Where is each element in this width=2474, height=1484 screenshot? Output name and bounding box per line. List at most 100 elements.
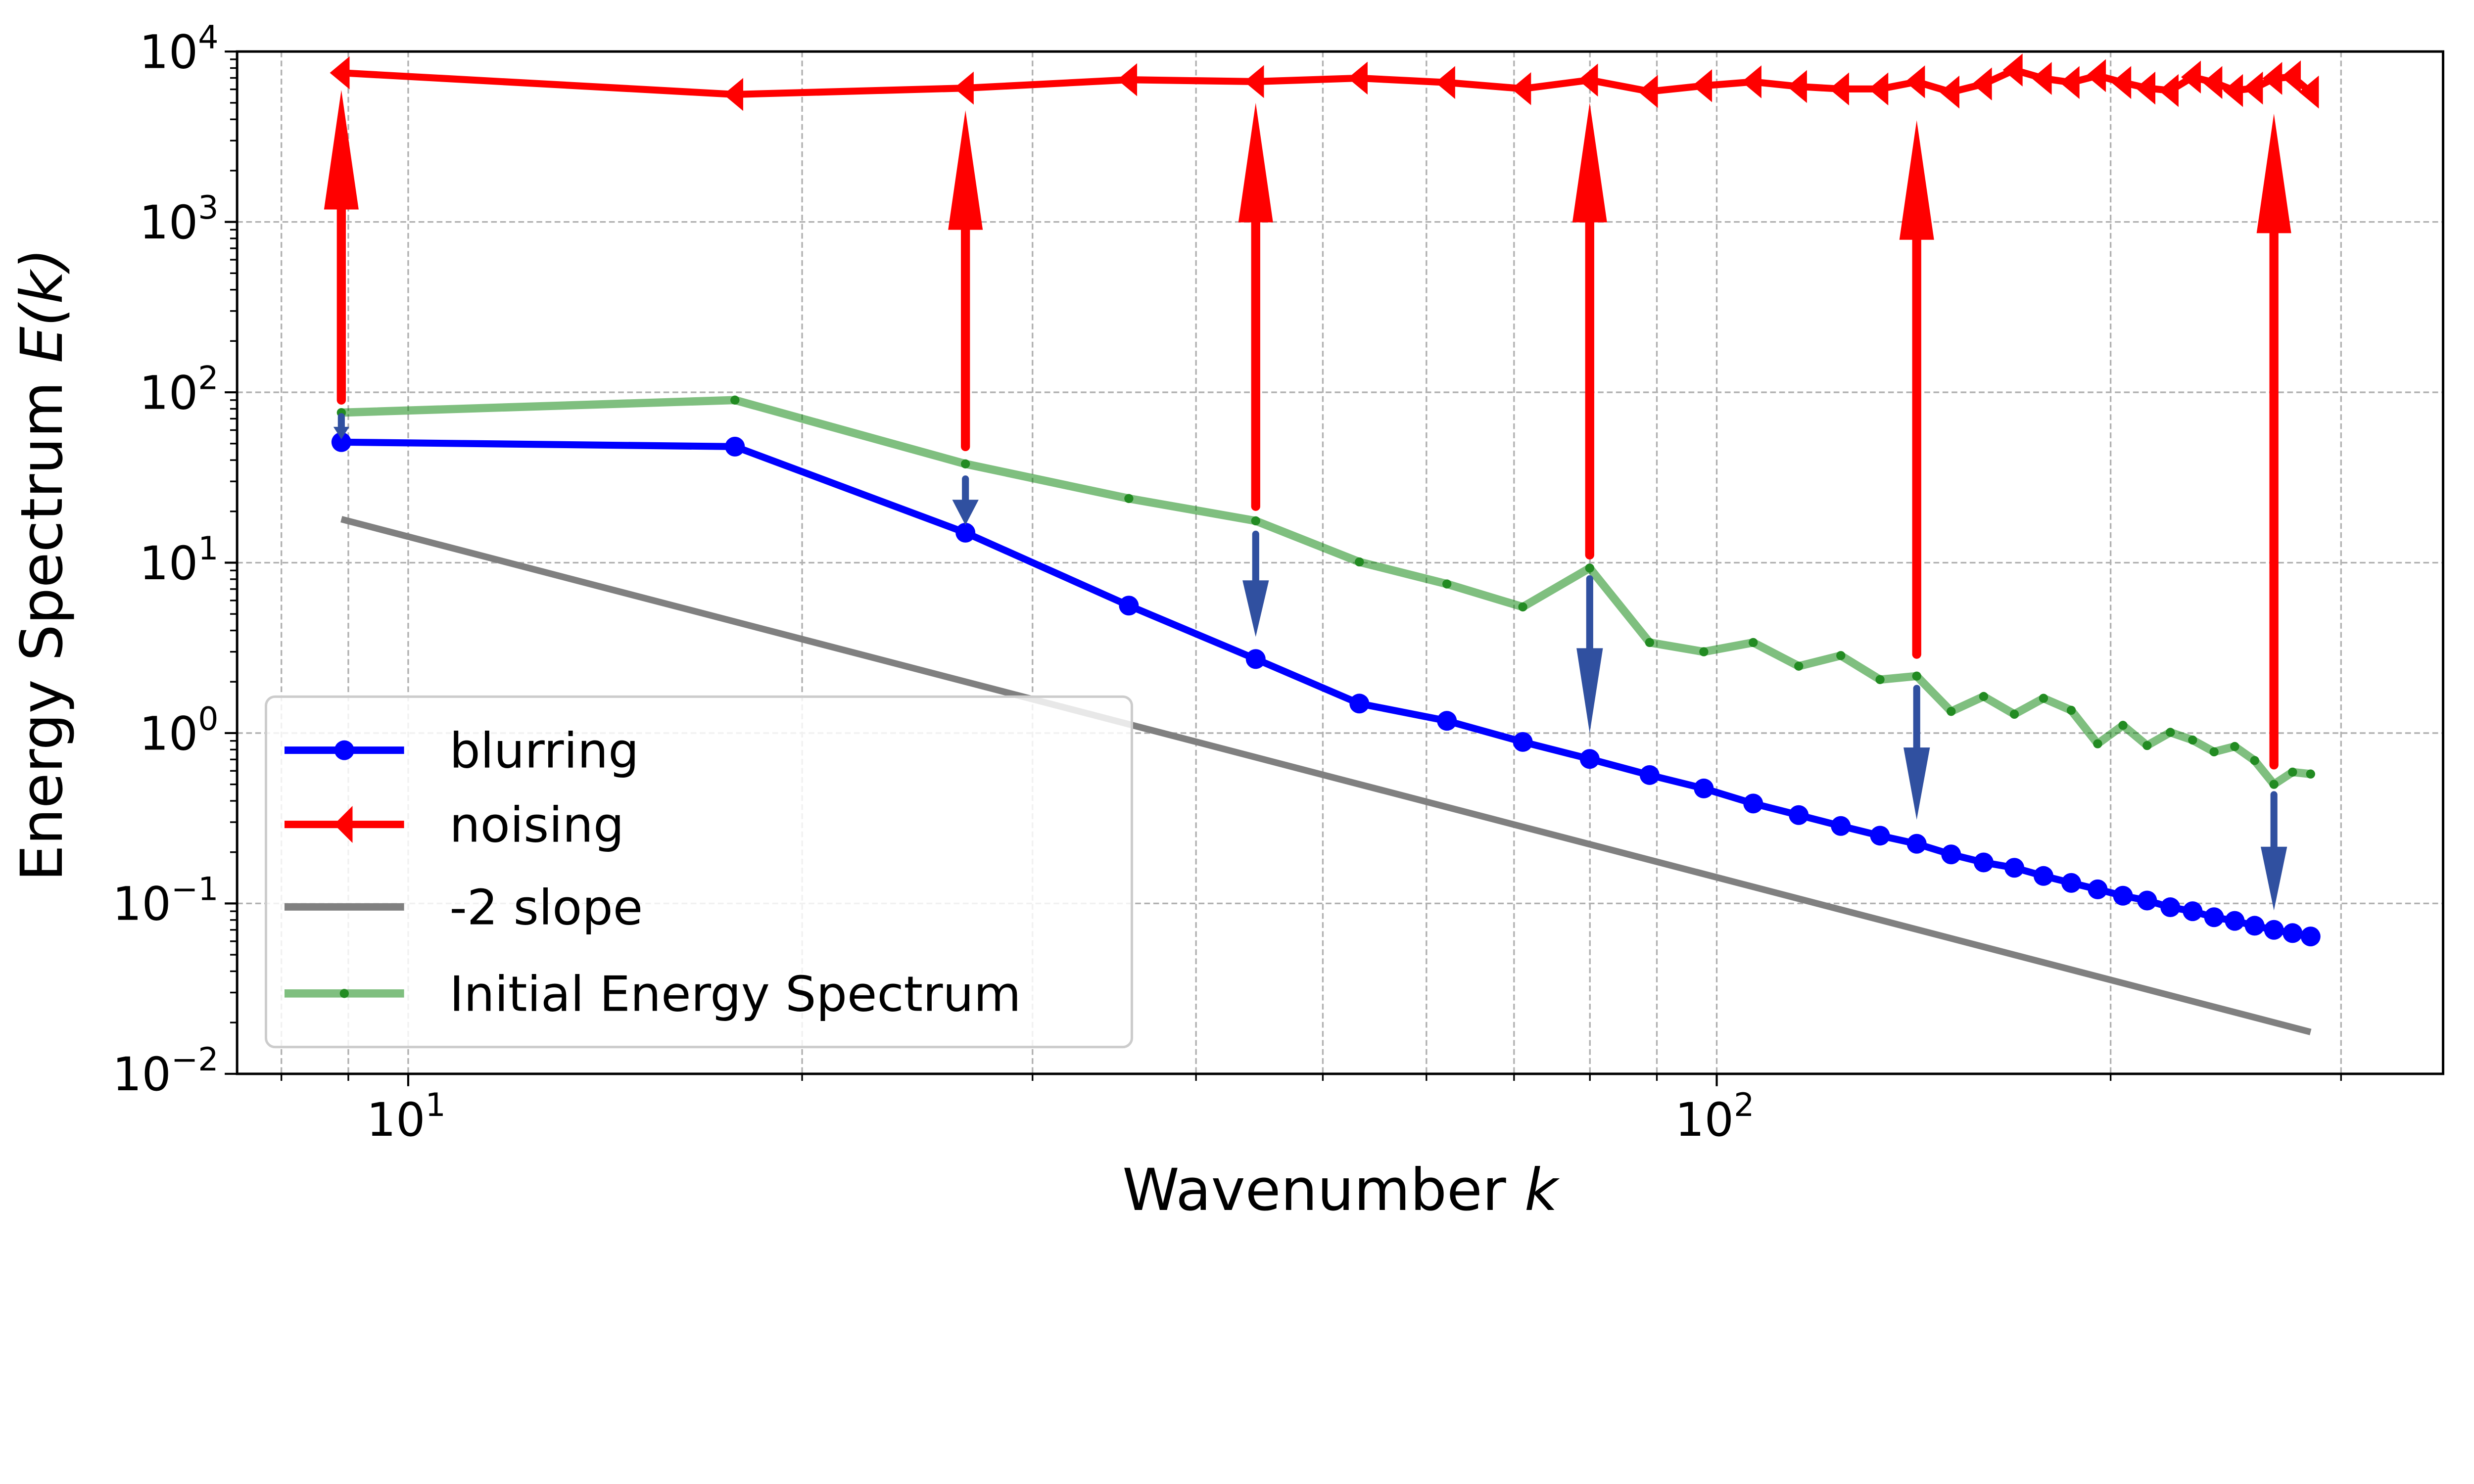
point-initial	[2142, 741, 2152, 750]
point-initial	[1979, 692, 1989, 701]
point-initial	[2269, 780, 2279, 789]
point-blurring	[1349, 694, 1370, 714]
point-initial	[1518, 602, 1527, 612]
y-tick-label: 10−1	[112, 871, 219, 931]
y-axis-label: Energy Spectrum E(k)	[8, 248, 76, 881]
arrow-annotations	[324, 90, 2291, 911]
point-blurring	[1119, 596, 1139, 616]
point-noising	[2032, 62, 2052, 95]
blurring-arrow	[1576, 575, 1603, 733]
tick-exponent: 4	[198, 19, 218, 56]
blurring-arrow-head	[1242, 580, 1269, 637]
point-blurring	[2244, 916, 2265, 936]
point-initial	[2306, 769, 2315, 779]
legend: blurring noising -2 slope Initial Energy…	[264, 695, 1133, 1049]
point-initial	[1749, 638, 1758, 648]
tick-base: 10	[140, 707, 198, 761]
blurring-arrow-head	[952, 500, 979, 525]
noising-arrow	[1238, 102, 1273, 511]
point-noising	[1117, 63, 1138, 96]
point-blurring	[1437, 711, 1457, 731]
point-blurring	[2033, 866, 2053, 886]
point-initial	[1912, 671, 1921, 681]
tick-exponent: 1	[426, 1087, 446, 1124]
noising-arrow	[1899, 120, 1934, 659]
point-blurring	[1694, 778, 1714, 798]
point-noising	[1347, 61, 1368, 95]
y-tick-label: 103	[140, 189, 219, 250]
point-initial	[2230, 742, 2239, 751]
point-noising	[1787, 70, 1807, 103]
noising-arrow-head	[1572, 102, 1607, 223]
point-blurring	[1579, 749, 1600, 769]
point-blurring	[2300, 927, 2321, 947]
point-initial	[2166, 728, 2175, 737]
noising-arrow	[948, 110, 983, 452]
point-blurring	[331, 432, 351, 452]
point-blurring	[2283, 923, 2303, 943]
tick-exponent: −2	[171, 1041, 219, 1078]
point-blurring	[2183, 901, 2203, 922]
background	[0, 0, 2474, 1237]
point-blurring	[1245, 649, 1266, 669]
legend-label-noising: noising	[449, 797, 624, 854]
series-line-slope	[340, 516, 2312, 1035]
tick-base: 10	[1675, 1093, 1734, 1147]
noising-arrow-head	[948, 110, 983, 230]
point-initial	[2250, 756, 2259, 765]
legend-entry-noising: noising	[285, 797, 624, 854]
legend-label-initial: Initial Energy Spectrum	[449, 966, 1021, 1022]
point-blurring	[1513, 732, 1533, 752]
point-noising	[2002, 53, 2023, 87]
point-initial	[1875, 675, 1885, 685]
point-noising	[723, 78, 743, 111]
point-blurring	[1941, 844, 1961, 865]
y-tick-label: 102	[140, 360, 219, 420]
point-noising	[1939, 75, 1959, 109]
point-blurring	[1906, 834, 1927, 854]
x-axis-label-text: Wavenumber	[1122, 1157, 1506, 1224]
point-initial	[1251, 516, 1260, 526]
point-initial	[1442, 579, 1452, 589]
blurring-arrow-head	[2260, 846, 2287, 911]
blurring-arrow-head	[333, 426, 349, 440]
point-initial	[1947, 706, 1956, 716]
point-blurring	[2088, 879, 2108, 899]
point-blurring	[1639, 765, 1660, 785]
y-tick-label: 100	[140, 700, 219, 761]
point-initial	[2209, 747, 2219, 757]
point-noising	[953, 71, 974, 105]
point-noising	[2181, 60, 2201, 94]
point-blurring	[1831, 816, 1851, 836]
tick-exponent: 2	[1734, 1087, 1754, 1124]
noising-arrow	[2256, 113, 2291, 770]
point-noising	[1511, 72, 1531, 105]
point-noising	[2299, 75, 2319, 109]
tick-exponent: 2	[198, 360, 218, 397]
point-noising	[1638, 75, 1658, 108]
point-blurring	[2113, 885, 2133, 906]
point-noising	[2111, 66, 2132, 99]
point-initial	[2188, 735, 2197, 745]
point-noising	[2202, 66, 2223, 99]
point-noising	[1868, 72, 1889, 106]
point-noising	[2059, 66, 2080, 99]
legend-marker-noising	[334, 806, 353, 843]
point-blurring	[2204, 907, 2224, 928]
point-noising	[2262, 62, 2283, 95]
point-blurring	[955, 522, 976, 543]
noising-arrow	[324, 90, 359, 405]
point-blurring	[1743, 793, 1763, 814]
x-axis-label-variable: k	[1524, 1157, 1560, 1224]
blurring-arrow	[952, 475, 979, 525]
point-blurring	[1870, 826, 1890, 846]
blurring-arrow-head	[1576, 648, 1603, 733]
tick-base: 10	[140, 26, 198, 80]
y-tick-label: 104	[140, 19, 219, 80]
point-noising	[330, 56, 350, 90]
point-initial	[1585, 563, 1594, 573]
noising-arrow-head	[324, 90, 359, 210]
point-noising	[1692, 69, 1713, 102]
legend-entry-slope: -2 slope	[285, 880, 643, 936]
